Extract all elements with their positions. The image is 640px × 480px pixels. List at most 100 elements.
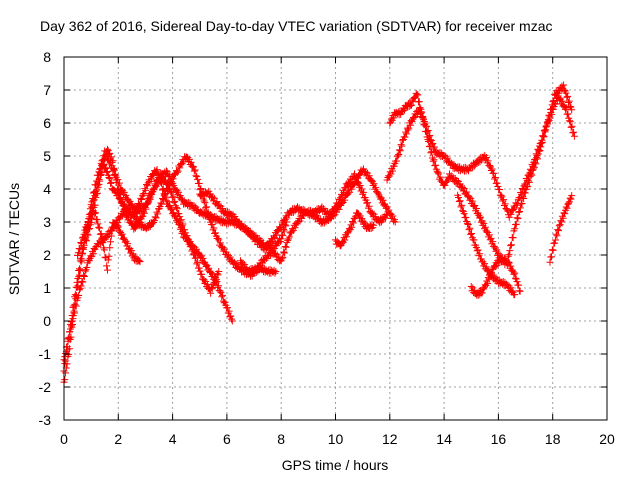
data-point — [152, 214, 160, 222]
data-point — [511, 269, 519, 277]
data-point — [493, 179, 501, 187]
data-point — [169, 192, 177, 200]
x-axis-label: GPS time / hours — [282, 457, 389, 473]
data-point — [464, 220, 472, 228]
data-point — [87, 215, 95, 223]
data-point — [282, 243, 290, 251]
data-point — [490, 169, 498, 177]
data-point — [272, 231, 280, 239]
data-point — [534, 145, 542, 153]
data-point — [203, 261, 211, 269]
data-point — [143, 181, 151, 189]
data-point — [460, 184, 468, 192]
data-point — [294, 218, 302, 226]
data-point — [443, 154, 451, 162]
data-point — [365, 202, 373, 210]
data-point — [285, 233, 293, 241]
data-point — [177, 216, 185, 224]
data-point — [568, 192, 576, 200]
data-point — [462, 213, 470, 221]
data-point — [349, 181, 357, 189]
data-point — [131, 253, 139, 261]
data-point — [100, 246, 108, 254]
data-point — [97, 230, 105, 238]
data-point — [505, 259, 513, 267]
data-point — [96, 177, 104, 185]
data-point — [187, 158, 195, 166]
series-track-k — [454, 191, 519, 299]
data-point — [106, 149, 114, 157]
data-point — [209, 270, 217, 278]
data-point — [463, 188, 471, 196]
data-point — [135, 219, 143, 227]
data-point — [544, 116, 552, 124]
data-point — [196, 267, 204, 275]
data-point — [483, 266, 491, 274]
data-point — [79, 233, 87, 241]
data-point — [95, 223, 103, 231]
series-track-l — [467, 253, 524, 299]
data-point — [258, 240, 266, 248]
data-point — [493, 261, 501, 269]
data-point — [397, 141, 405, 149]
data-point — [212, 275, 220, 283]
data-point — [489, 238, 497, 246]
data-point — [511, 274, 519, 282]
data-point — [190, 167, 198, 175]
data-point — [78, 250, 86, 258]
data-point — [566, 118, 574, 126]
data-point — [76, 256, 84, 264]
data-point — [80, 243, 88, 251]
data-point — [193, 173, 201, 181]
data-point — [359, 188, 367, 196]
data-point — [107, 179, 115, 187]
data-point — [384, 173, 392, 181]
data-point — [209, 193, 217, 201]
data-point — [537, 139, 545, 147]
data-point — [210, 279, 218, 287]
data-point — [172, 202, 180, 210]
data-point — [389, 212, 397, 220]
data-point — [408, 101, 416, 109]
data-point — [522, 174, 530, 182]
data-point — [396, 147, 404, 155]
data-point — [81, 267, 89, 275]
data-point — [170, 198, 178, 206]
data-point — [349, 219, 357, 227]
data-point — [226, 253, 234, 261]
data-point — [96, 230, 104, 238]
data-point — [200, 276, 208, 284]
data-point — [71, 309, 79, 317]
data-point — [80, 230, 88, 238]
data-point — [562, 104, 570, 112]
data-point — [379, 196, 387, 204]
data-point — [145, 224, 153, 232]
data-point — [144, 179, 152, 187]
data-point — [195, 264, 203, 272]
data-point — [120, 206, 128, 214]
data-point — [234, 219, 242, 227]
x-tick-label: 8 — [277, 431, 285, 447]
data-point — [385, 206, 393, 214]
data-point — [291, 224, 299, 232]
data-point — [227, 312, 235, 320]
data-point — [487, 268, 495, 276]
data-point — [74, 249, 82, 257]
data-point — [514, 215, 522, 223]
data-point — [91, 209, 99, 217]
data-point — [263, 244, 271, 252]
data-point — [76, 245, 84, 253]
data-point — [66, 328, 74, 336]
data-point — [283, 214, 291, 222]
data-point — [69, 315, 77, 323]
data-point — [494, 250, 502, 258]
data-point — [484, 279, 492, 287]
data-point — [415, 98, 423, 106]
y-tick-label: -2 — [39, 379, 52, 395]
data-point — [442, 178, 450, 186]
data-point — [168, 194, 176, 202]
data-point — [468, 197, 476, 205]
data-point — [215, 201, 223, 209]
data-point — [111, 172, 119, 180]
data-point — [158, 200, 166, 208]
